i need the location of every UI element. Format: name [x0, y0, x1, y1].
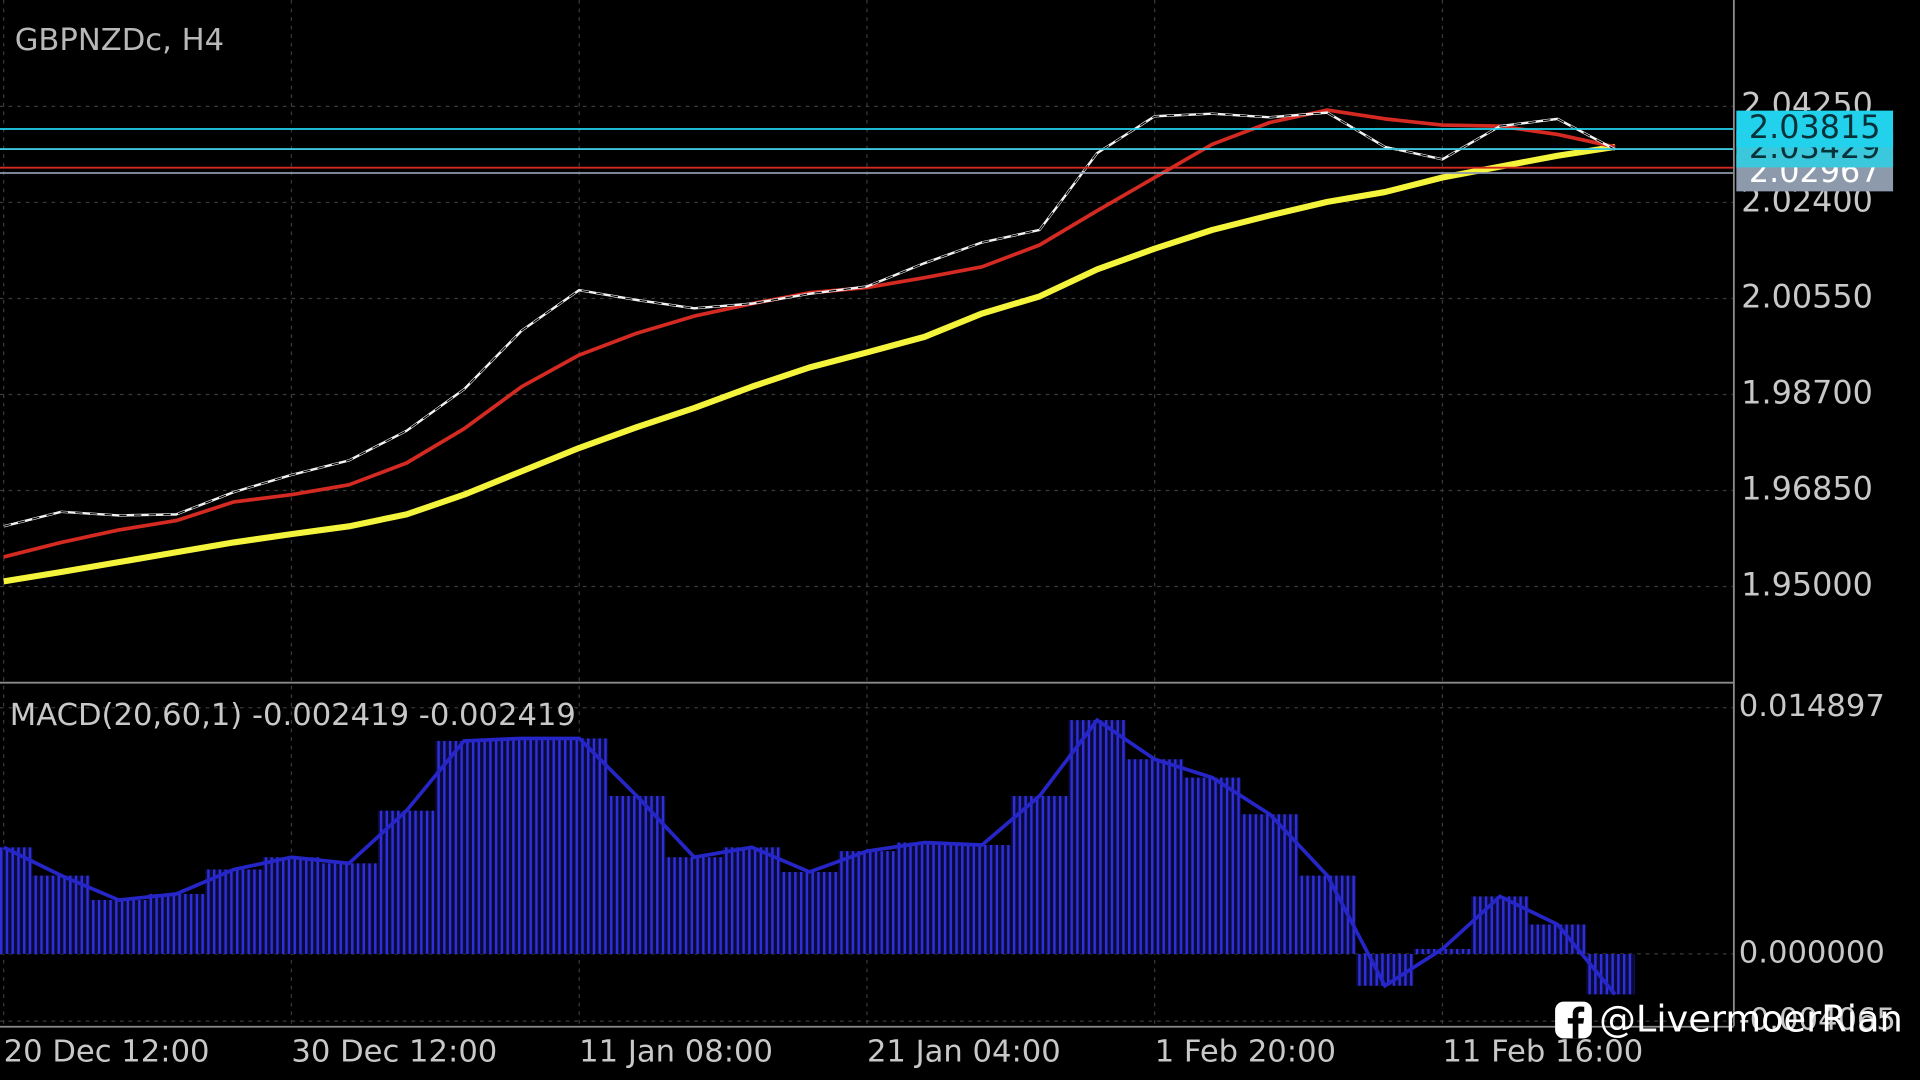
- histogram-bar: [1413, 948, 1472, 954]
- histogram-bar: [953, 845, 1011, 954]
- facebook-glyph: [1567, 1006, 1585, 1039]
- histogram-bar: [1356, 953, 1414, 986]
- x-tick-label: 20 Dec 12:00: [4, 1035, 210, 1070]
- indicator-title: MACD(20,60,1) -0.002419 -0.002419: [10, 698, 576, 733]
- y-tick-label: 1.96850: [1741, 470, 1873, 508]
- x-tick-label: 1 Feb 20:00: [1155, 1035, 1336, 1070]
- histogram-bar: [492, 738, 551, 954]
- histogram-bar: [205, 869, 263, 954]
- histogram-bar: [377, 810, 436, 954]
- histogram-bar: [780, 871, 839, 954]
- histogram-bar: [723, 847, 781, 954]
- histogram-bar: [435, 740, 493, 954]
- y-tick-label: 0.014897: [1739, 689, 1885, 724]
- axis: 20 Dec 12:00 30 Dec 12:00 11 Jan 08:00 21 J…: [4, 85, 1896, 1069]
- histogram-bar: [665, 857, 724, 954]
- moving-average: [3, 143, 1616, 585]
- histogram-bar: [1125, 759, 1184, 954]
- histogram-bar: [32, 875, 90, 954]
- watermark-text: @LivermoerRian: [1599, 998, 1903, 1041]
- histogram-bar: [1183, 777, 1242, 954]
- histogram-bar: [320, 863, 378, 954]
- y-tick-label: 0.000000: [1739, 935, 1885, 970]
- price-label-box: [1736, 110, 1894, 148]
- histogram-bar: [607, 795, 666, 954]
- y-tick-label: 1.98700: [1741, 373, 1873, 411]
- histogram-bar: [262, 857, 321, 954]
- histogram-bar: [838, 851, 896, 954]
- histogram-bar: [147, 893, 206, 954]
- x-tick-label: 11 Jan 08:00: [579, 1035, 773, 1070]
- histogram-bar: [1010, 795, 1069, 954]
- histogram-outline: [2, 717, 1617, 996]
- moving-average-dash: [3, 112, 1616, 527]
- y-tick-label: -0.004065: [1739, 1003, 1896, 1038]
- watermark: @LivermoerRian: [1555, 998, 1903, 1041]
- histogram-bar: [895, 842, 954, 954]
- histogram-bar: [1241, 814, 1299, 954]
- histogram-bar: [0, 847, 33, 954]
- x-tick-label: 21 Jan 04:00: [867, 1035, 1061, 1070]
- histogram-bar: [90, 900, 148, 954]
- x-tick-label: 11 Feb 16:00: [1442, 1035, 1643, 1070]
- chart-title: GBPNZDc, H4: [15, 23, 224, 58]
- histogram-bar: [550, 738, 608, 954]
- histogram-bar: [1068, 720, 1126, 954]
- plot-area: [0, 108, 1734, 996]
- y-tick-label: 2.00550: [1741, 277, 1873, 315]
- price-label: 2.03815: [1749, 108, 1881, 146]
- x-tick-label: 30 Dec 12:00: [291, 1035, 497, 1070]
- y-tick-label: 1.95000: [1741, 566, 1873, 604]
